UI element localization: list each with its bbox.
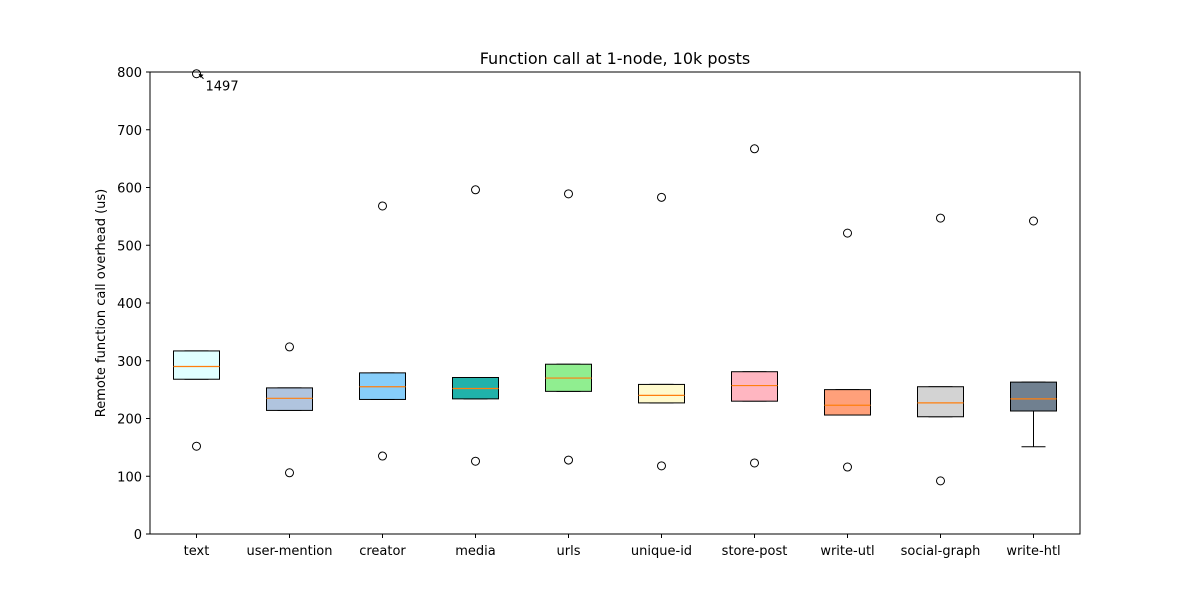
- y-tick-label: 100: [117, 470, 142, 485]
- outlier-point: [843, 228, 852, 238]
- outlier-point: [936, 213, 945, 223]
- outlier-point: [285, 342, 294, 352]
- outlier-point: [378, 201, 387, 211]
- y-tick-label: 700: [117, 124, 142, 139]
- box-user-mention: [266, 387, 313, 411]
- box-write-utl: [824, 389, 871, 416]
- box-unique-id: [638, 383, 685, 404]
- x-tick-label: unique-id: [631, 544, 692, 559]
- outlier-point: [657, 461, 666, 471]
- x-tick-label: user-mention: [246, 544, 332, 559]
- outlier-point: [750, 144, 759, 154]
- outlier-point: [750, 458, 759, 468]
- outlier-point: [378, 451, 387, 461]
- x-tick-label: text: [184, 544, 210, 559]
- outlier-point: [564, 189, 573, 199]
- outlier-point: [192, 69, 201, 79]
- x-tick-label: creator: [359, 544, 406, 559]
- plot-area: 0 100 200 300 400 500 600 700 800 text user-mentio…: [117, 66, 1060, 559]
- y-tick-label: 0: [134, 528, 142, 543]
- outlier-point: [564, 455, 573, 465]
- outlier-point: [192, 441, 201, 451]
- y-axis-label: Remote function call overhead (us): [94, 189, 109, 418]
- y-tick-label: 600: [117, 182, 142, 197]
- outlier-point: [1029, 216, 1038, 226]
- box-write-htl: [1010, 381, 1057, 412]
- x-tick-label: social-graph: [901, 544, 981, 559]
- x-tick-label: write-htl: [1006, 544, 1060, 559]
- plot-frame: [149, 71, 1081, 535]
- outlier-point: [285, 468, 294, 478]
- outlier-point: [471, 185, 480, 195]
- y-tick-label: 500: [117, 239, 142, 254]
- annotation-label: 1497: [206, 80, 239, 95]
- outlier-point: [471, 456, 480, 466]
- x-tick-label: write-utl: [820, 544, 874, 559]
- annotation-arrowhead: [198, 73, 204, 78]
- y-tick-label: 400: [117, 297, 142, 312]
- x-tick-label: store-post: [722, 544, 788, 559]
- box-social-graph: [917, 386, 964, 418]
- outlier-point: [936, 476, 945, 486]
- y-tick-label: 800: [117, 66, 142, 81]
- outlier-point: [843, 462, 852, 472]
- x-tick-label: media: [455, 544, 496, 559]
- box-text: [173, 350, 220, 380]
- outlier-point: [657, 192, 666, 202]
- y-tick-label: 200: [117, 413, 142, 428]
- chart-title: Function call at 1-node, 10k posts: [480, 49, 751, 68]
- x-tick-label: urls: [557, 544, 581, 559]
- y-tick-label: 300: [117, 355, 142, 370]
- box-store-post: [731, 371, 778, 402]
